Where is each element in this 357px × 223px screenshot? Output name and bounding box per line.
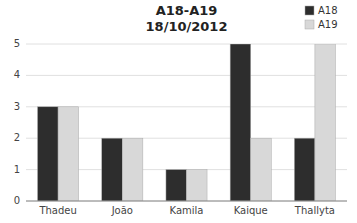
bar bbox=[122, 138, 143, 201]
title-line: A18-A19 bbox=[156, 3, 218, 18]
legend-label: A18 bbox=[318, 5, 338, 16]
y-tick-label: 3 bbox=[14, 101, 20, 112]
y-tick-label: 0 bbox=[14, 195, 20, 206]
bar bbox=[58, 107, 79, 201]
bar bbox=[251, 138, 272, 201]
bar bbox=[38, 107, 59, 201]
legend: A18A19 bbox=[305, 5, 338, 30]
y-tick-label: 1 bbox=[14, 164, 20, 175]
y-axis: 0 1 2 3 4 5 bbox=[14, 38, 347, 206]
x-tick-label: Thadeu bbox=[38, 205, 76, 216]
title-line: 18/10/2012 bbox=[146, 19, 228, 34]
x-axis: Thadeu João Kamila Kaique Thallyta bbox=[26, 201, 347, 216]
y-tick-label: 2 bbox=[14, 132, 20, 143]
x-tick-label: Kaique bbox=[234, 205, 268, 216]
bar bbox=[187, 170, 208, 201]
bar bbox=[294, 138, 315, 201]
grid-line bbox=[26, 201, 347, 202]
bar bbox=[102, 138, 123, 201]
bars bbox=[38, 44, 336, 201]
title: A18-A1918/10/2012 bbox=[146, 3, 228, 34]
bar bbox=[315, 44, 336, 201]
x-tick-label: João bbox=[111, 205, 133, 216]
x-axis-line bbox=[26, 201, 347, 202]
x-tick-label: Thallyta bbox=[294, 205, 335, 216]
grid-line bbox=[26, 44, 347, 45]
legend-swatch bbox=[305, 20, 314, 29]
grid-line bbox=[26, 75, 347, 76]
y-tick-label: 4 bbox=[14, 69, 20, 80]
bar bbox=[230, 44, 251, 201]
y-tick-label: 5 bbox=[14, 38, 20, 49]
x-tick-label: Kamila bbox=[170, 205, 204, 216]
bar bbox=[166, 170, 187, 201]
legend-swatch bbox=[305, 6, 314, 15]
chart-container: 0 1 2 3 4 5 Thadeu João Kamila Kaique Thallyta A18-… bbox=[0, 0, 357, 223]
chart-svg: 0 1 2 3 4 5 Thadeu João Kamila Kaique Thallyta A18-… bbox=[0, 0, 357, 223]
legend-label: A19 bbox=[318, 19, 338, 30]
